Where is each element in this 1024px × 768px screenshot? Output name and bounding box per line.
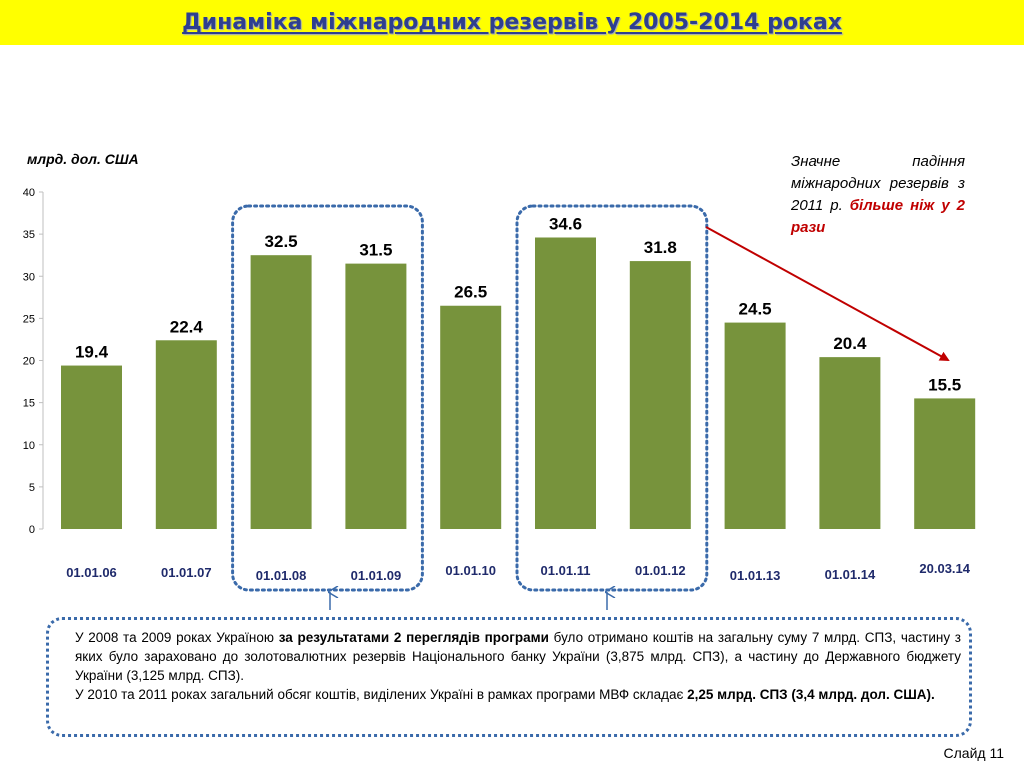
title-bar: Динаміка міжнародних резервів у 2005-201… [0,0,1024,45]
bar [535,237,596,529]
x-category-label: 01.01.07 [161,565,212,580]
data-label: 20.4 [833,334,867,353]
y-tick-label: 10 [23,440,35,452]
data-label: 24.5 [739,300,772,319]
decline-arrow [705,226,950,361]
info-paragraph-1: У 2008 та 2009 роках Україною за результ… [75,628,961,685]
y-tick-label: 25 [23,313,35,325]
y-tick-label: 5 [29,482,35,494]
bar [914,398,976,529]
x-category-label: 01.01.13 [730,568,781,583]
y-axis-unit-label: млрд. дол. США [27,151,139,167]
data-label: 15.5 [928,375,961,394]
data-label: 32.5 [265,232,298,251]
y-tick-label: 0 [29,524,35,536]
y-tick-label: 40 [23,187,35,199]
bar [155,340,217,529]
info-bold-text: за результатами 2 переглядів програми [278,630,549,645]
bar [629,261,691,529]
info-text: було отримано коштів на загальну суму 7 … [75,630,961,683]
info-text: У 2010 та 2011 роках загальний обсяг кош… [75,687,688,702]
side-note-text: Значне падіння міжнародних резервів з 20… [791,153,965,214]
data-label: 22.4 [170,317,204,336]
bar [250,255,312,529]
y-tick-label: 30 [23,271,35,283]
x-category-label: 01.01.08 [256,568,307,583]
bar [819,357,881,529]
y-tick-label: 20 [23,356,35,368]
bar [345,263,407,529]
x-category-label: 01.01.11 [541,563,591,578]
x-category-label: 01.01.06 [66,565,117,580]
slide-number: Слайд 11 [943,745,1004,761]
x-category-label: 01.01.14 [825,567,876,582]
data-label: 26.5 [454,283,487,302]
bar [440,305,502,529]
x-category-label: 01.01.12 [635,563,686,578]
side-note-highlight: більше ніж у 2 рази [791,197,965,236]
y-tick-label: 15 [23,398,35,410]
info-text: У 2008 та 2009 роках Україною [75,630,279,645]
data-label: 31.8 [644,238,677,257]
bar [61,365,122,529]
data-label: 34.6 [549,214,582,233]
highlight-box [231,204,424,592]
bar [724,322,786,529]
x-category-label: 01.01.10 [445,563,496,578]
info-bold-text: 2,25 млрд. СПЗ (3,4 млрд. дол. США). [687,687,935,702]
y-tick-label: 35 [23,229,35,241]
info-paragraph-2: У 2010 та 2011 роках загальний обсяг кош… [75,685,961,704]
page-title: Динаміка міжнародних резервів у 2005-201… [182,10,842,35]
info-box: У 2008 та 2009 роках Україною за результ… [46,617,972,737]
data-label: 19.4 [75,343,109,362]
data-label: 31.5 [359,241,392,260]
x-category-label: 20.03.14 [919,561,970,576]
side-note: Значне падіння міжнародних резервів з 20… [791,151,965,239]
bar-chart: 0 5 10 15 20 25 30 35 40 19.4 01.01.06 22.4 01.01.0… [23,187,976,610]
x-category-label: 01.01.09 [351,568,402,583]
